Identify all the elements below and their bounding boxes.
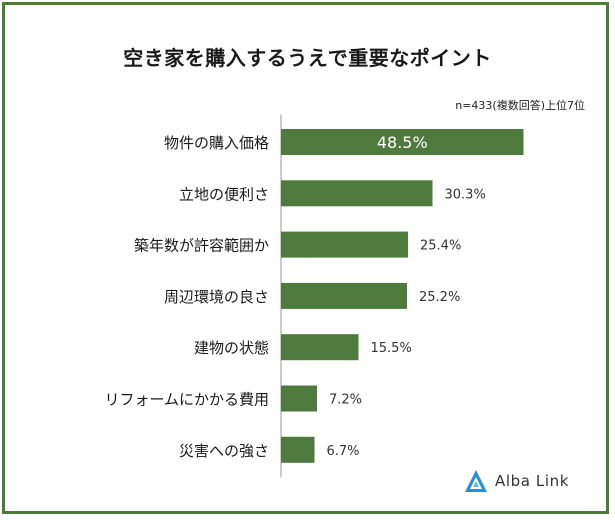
category-label: 建物の状態 [194, 339, 269, 357]
bar [281, 231, 408, 258]
value-label: 25.4% [420, 239, 461, 254]
alba-link-logo: Alba Link [463, 466, 569, 496]
category-label: リフォームにかかる費用 [104, 391, 269, 409]
bar [281, 180, 433, 207]
bar [281, 334, 359, 361]
alba-link-logo-icon [465, 470, 487, 492]
bar [281, 129, 524, 155]
value-label: 6.7% [327, 444, 360, 459]
category-label: 築年数が許容範囲か [134, 237, 269, 255]
value-label: 48.5% [377, 133, 428, 152]
value-label: 25.2% [419, 290, 460, 305]
category-label: 立地の便利さ [179, 185, 269, 203]
value-label: 30.3% [445, 187, 486, 202]
value-label: 7.2% [329, 393, 362, 408]
logo-text: Alba Link [495, 472, 570, 490]
value-label: 15.5% [371, 341, 412, 356]
sample-note: n=433(複数回答)上位7位 [455, 99, 585, 112]
category-label: 物件の購入価格 [164, 134, 269, 152]
bar [281, 436, 315, 463]
bar [281, 385, 317, 412]
category-label: 災害への強さ [179, 442, 269, 460]
category-label: 周辺環境の良さ [164, 288, 269, 306]
chart-title: 空き家を購入するうえで重要なポイント [123, 46, 492, 70]
bar [281, 282, 407, 309]
chart-frame [2, 2, 609, 514]
